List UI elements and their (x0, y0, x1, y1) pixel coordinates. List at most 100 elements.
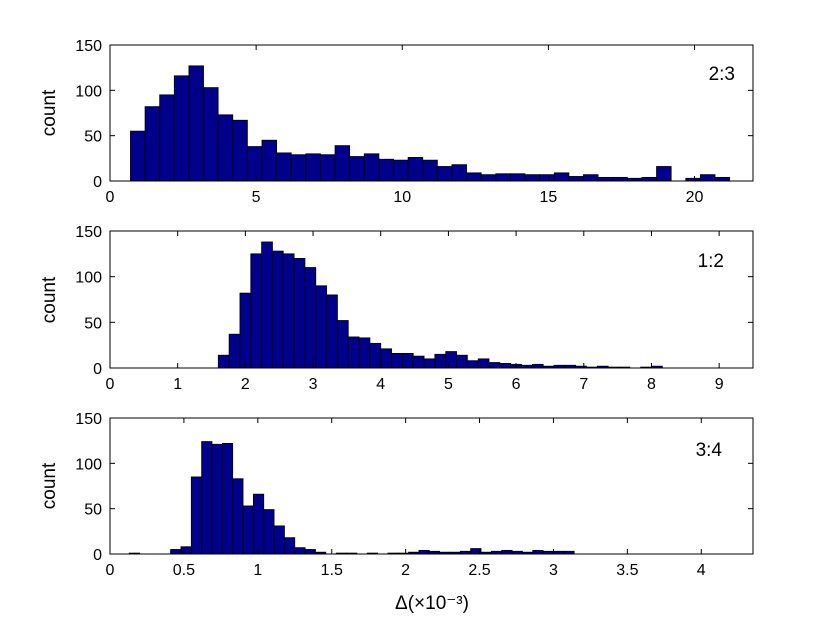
histogram-bar (250, 253, 263, 369)
histogram-bar (532, 549, 544, 555)
x-tick-label: 10 (393, 189, 411, 206)
y-tick-label: 100 (75, 270, 102, 287)
histogram-bar (217, 114, 234, 182)
y-tick-label: 50 (84, 315, 102, 332)
histogram-bar (612, 176, 628, 182)
bars-3-4 (128, 441, 575, 555)
histogram-bar (228, 333, 241, 369)
histogram-bar (180, 546, 192, 555)
histogram-bar (436, 166, 453, 182)
histogram-bar (451, 164, 467, 182)
panel-3-4: 0 0.5 1 1.5 2 2.5 3 3.5 4 0 50 100 150 count 3:4 Δ(… (39, 411, 754, 614)
x-ticks: 0 0.5 1 1.5 2 2.5 3 3.5 4 (106, 418, 706, 579)
histogram-bar (553, 172, 570, 182)
histogram-bar (349, 156, 365, 182)
histogram-bar (293, 257, 306, 369)
histogram-bar (407, 157, 424, 182)
histogram-bar (170, 549, 182, 555)
y-ticks: 0 50 100 150 (75, 224, 753, 378)
y-axis-label: count (39, 89, 60, 136)
x-axis-label: Δ(×10⁻³) (395, 593, 469, 614)
histogram-bar (597, 176, 614, 182)
histogram-bar (190, 476, 203, 555)
axes-frame (109, 417, 754, 555)
histogram-bar (445, 351, 457, 369)
histogram-bar (423, 358, 436, 369)
histogram-bar (531, 363, 544, 369)
y-tick-label: 50 (84, 129, 102, 146)
histogram-bar (699, 174, 716, 182)
x-tick-label: 2 (241, 376, 250, 393)
histogram-bar (201, 441, 213, 555)
y-ticks: 0 50 100 150 (75, 411, 753, 564)
histogram-bar (305, 153, 321, 182)
histogram-bar (495, 173, 511, 182)
histogram-bar (524, 174, 541, 182)
histogram-bar (272, 250, 284, 369)
histogram-bar (477, 358, 490, 369)
histogram-bar (418, 549, 430, 555)
y-tick-label: 100 (75, 83, 102, 100)
histogram-bar (656, 166, 672, 182)
histogram-bar (434, 353, 447, 369)
histogram-bar (488, 362, 501, 369)
panel-1-2: 0 1 2 3 4 5 6 7 8 9 0 50 100 150 count 1:2 (39, 224, 754, 393)
ratio-annotation: 1:2 (698, 251, 724, 272)
histogram-bar (211, 443, 223, 555)
histogram-bar (315, 285, 327, 369)
histogram-bar (304, 549, 316, 555)
y-tick-label: 0 (93, 547, 102, 564)
histogram-bar (369, 342, 382, 369)
axes-frame (109, 230, 754, 369)
histogram-bar (263, 509, 275, 555)
panel-2-3: 0 5 10 15 20 0 50 100 150 count 2:3 (39, 38, 754, 206)
histogram-bar (320, 154, 336, 182)
histogram-bar (378, 158, 394, 182)
axes-frame (109, 44, 754, 182)
y-tick-label: 100 (75, 456, 102, 473)
histogram-bar (393, 159, 409, 182)
y-tick-label: 150 (75, 224, 102, 241)
y-tick-label: 0 (93, 361, 102, 378)
x-tick-label: 5 (252, 189, 261, 206)
x-ticks: 0 1 2 3 4 5 6 7 8 9 (106, 231, 724, 393)
histogram-bar (261, 139, 277, 182)
histogram-bar (144, 106, 161, 182)
histogram-bar (173, 75, 190, 182)
x-tick-label: 2.5 (468, 562, 490, 579)
histogram-bar (246, 146, 263, 182)
x-ticks: 0 5 10 15 20 (106, 45, 704, 206)
histogram-bar (221, 442, 234, 555)
x-tick-label: 1 (173, 376, 182, 393)
histogram-bar (480, 174, 497, 182)
histogram-bar (583, 174, 599, 182)
y-tick-label: 150 (75, 38, 102, 55)
bars-1-2 (217, 241, 663, 369)
histogram-bar (401, 352, 414, 369)
x-tick-label: 3.5 (616, 562, 638, 579)
histogram-bar (391, 352, 403, 369)
histogram-bar (130, 130, 146, 182)
histogram-bar (217, 354, 230, 369)
histogram-bar (261, 241, 273, 369)
histogram-bar (499, 363, 512, 369)
histogram-bar (282, 253, 295, 369)
x-tick-label: 0 (106, 189, 115, 206)
histogram-bar (456, 354, 468, 369)
bars-2-3 (130, 65, 731, 182)
histogram-bar (510, 173, 526, 182)
histogram-bar (358, 337, 371, 369)
histogram-bar (326, 294, 338, 369)
histogram-bar (290, 154, 307, 182)
histogram-bar (466, 360, 479, 369)
x-tick-label: 7 (579, 376, 588, 393)
y-tick-label: 150 (75, 411, 102, 428)
histogram-bar (242, 505, 254, 555)
x-tick-label: 0 (106, 562, 115, 579)
histogram-bar (363, 153, 380, 182)
histogram-bar (412, 355, 425, 369)
x-tick-label: 20 (686, 189, 704, 206)
x-tick-label: 3 (549, 562, 558, 579)
histogram-bar (347, 336, 360, 369)
